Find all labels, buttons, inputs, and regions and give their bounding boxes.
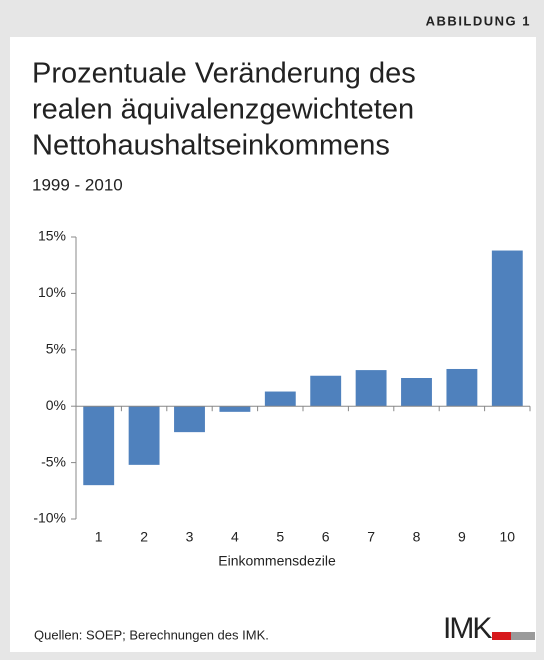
bar xyxy=(174,406,205,433)
bar xyxy=(83,406,115,486)
bar xyxy=(355,370,387,407)
x-tick-label: 8 xyxy=(413,529,421,545)
x-tick-label: 1 xyxy=(95,529,103,545)
x-tick-label: 3 xyxy=(186,529,194,545)
bar xyxy=(310,375,342,407)
y-tick-label: 15% xyxy=(38,228,66,244)
x-tick-label: 9 xyxy=(458,529,466,545)
chart-title: Prozentuale Veränderung des xyxy=(32,58,416,90)
panel xyxy=(10,37,536,652)
bar xyxy=(491,250,523,407)
y-tick-label: 10% xyxy=(38,284,66,300)
logo-bar xyxy=(492,632,511,640)
x-tick-label: 4 xyxy=(231,529,239,545)
chart-title: realen äquivalenzgewichteten xyxy=(32,94,414,126)
header-label: ABBILDUNG 1 xyxy=(426,13,531,28)
logo: IMK xyxy=(443,612,492,645)
y-tick-label: 0% xyxy=(46,397,66,413)
x-tick-label: 10 xyxy=(500,529,516,545)
bar xyxy=(219,406,251,412)
chart-subtitle: 1999 - 2010 xyxy=(32,175,123,194)
x-tick-label: 5 xyxy=(276,529,284,545)
x-tick-label: 7 xyxy=(367,529,375,545)
y-tick-label: -5% xyxy=(41,453,66,469)
x-tick-label: 6 xyxy=(322,529,330,545)
bar xyxy=(264,391,296,407)
bar xyxy=(128,406,160,465)
footer-source: Quellen: SOEP; Berechnungen des IMK. xyxy=(34,627,269,642)
x-axis-label: Einkommensdezile xyxy=(218,553,336,569)
x-tick-label: 2 xyxy=(140,529,148,545)
chart-title: Nettohaushaltseinkommens xyxy=(32,130,390,162)
bar xyxy=(401,378,432,407)
y-tick-label: -10% xyxy=(33,510,66,526)
logo-bar xyxy=(511,632,535,640)
y-tick-label: 5% xyxy=(46,341,66,357)
bar xyxy=(446,368,478,407)
